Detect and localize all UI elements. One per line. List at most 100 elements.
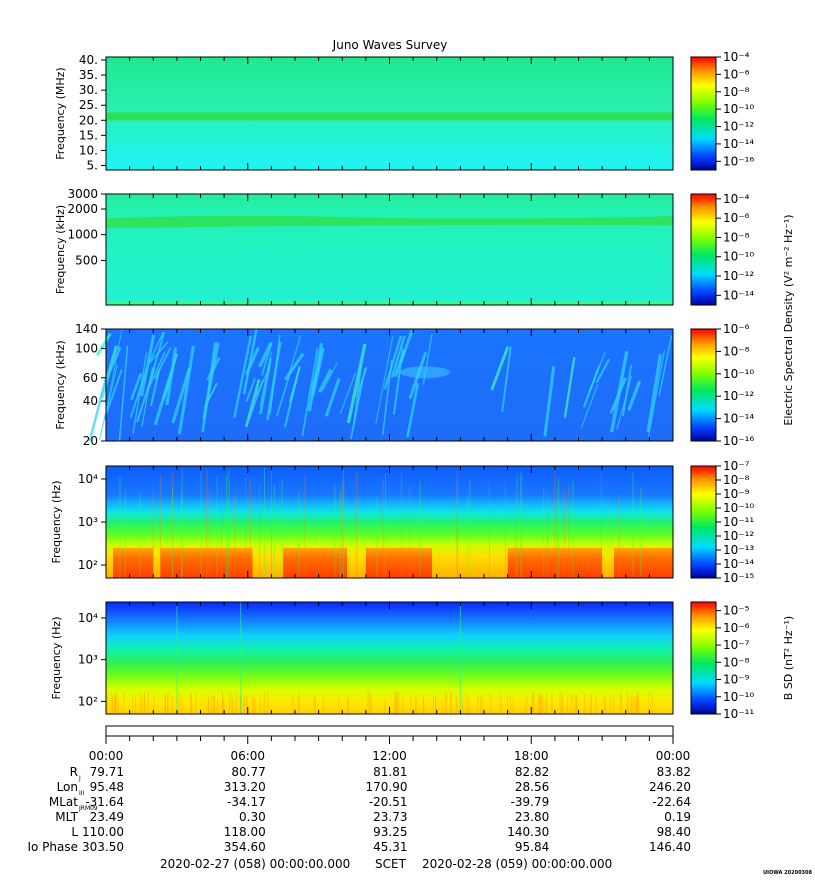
y-tick-label: 10⁴ (78, 611, 98, 625)
colorbar (690, 56, 717, 171)
burst-streak (353, 354, 364, 425)
colorbar-tick-label: 10⁻⁴ (723, 192, 750, 206)
intensity-block (283, 547, 347, 578)
burst-streak (349, 368, 366, 440)
ephemeris-value: 80.77 (231, 765, 265, 779)
time-axis-frame (105, 725, 674, 737)
colorbar-tick-label: 10⁻⁸ (723, 230, 750, 244)
y-axis-label: Frequency (MHz) (54, 67, 67, 159)
intensity-block (507, 547, 603, 578)
burst-streak (103, 369, 123, 421)
burst-streak (595, 358, 611, 384)
colorbar-tick-label: 10⁻⁶ (723, 211, 750, 225)
y-axis-label: Frequency (kHz) (54, 205, 67, 294)
y-tick-label: 35. (79, 68, 98, 82)
ephemeris-value: 170.90 (366, 780, 408, 794)
burst-streak (148, 352, 166, 389)
burst-streak (148, 332, 164, 365)
colorbar-tick-label: 10⁻⁹ (723, 487, 750, 501)
colorbar-tick-label: 10⁻⁶ (723, 621, 750, 635)
colorbar-tick-label: 10⁻⁸ (723, 85, 750, 99)
ephemeris-value: 98.40 (657, 825, 691, 839)
burst-streak (563, 356, 576, 418)
ephemeris-value: 313.20 (224, 780, 266, 794)
panel-p5: 10² 10³ 10⁴ Frequency (Hz) 10⁻⁵ 10⁻⁶ 10⁻⁷ 10⁻⁸ 1… (50, 601, 795, 721)
ephemeris-value: 23.73 (373, 810, 407, 824)
burst-streak (283, 352, 305, 381)
time-tick-label: 00:00 (89, 749, 124, 763)
burst-streak (609, 350, 629, 433)
colorbar-tick-label: 10⁻¹² (723, 389, 754, 403)
ephemeris-label: MLat (49, 795, 78, 809)
burst-streak (543, 365, 556, 437)
burst-streak (98, 364, 118, 440)
colorbar-tick-label: 10⁻⁶ (723, 322, 750, 336)
y-tick-label: 1000 (67, 228, 98, 242)
colorbar-tick-label: 10⁻¹⁴ (723, 557, 754, 571)
emission-band (106, 215, 673, 229)
time-tick-label: 00:00 (656, 749, 691, 763)
emission-patch (399, 366, 450, 379)
colorbar-label: B SD (nT² Hz⁻¹) (782, 616, 795, 700)
colorbar-tick-label: 10⁻¹² (723, 120, 754, 134)
y-tick-label: 20 (83, 434, 98, 448)
burst-streak (130, 372, 143, 401)
ephemeris-value: 118.00 (224, 825, 266, 839)
colorbar-tick-label: 10⁻¹⁶ (723, 434, 754, 448)
colorbar-tick-label: 10⁻⁸ (723, 344, 750, 358)
version-stamp: UIOWA 20200308 (763, 870, 812, 876)
burst-streak (283, 378, 298, 428)
ephemeris-value: 28.56 (515, 780, 549, 794)
colorbar-tick-label: 10⁻¹⁴ (723, 288, 754, 302)
ephemeris-label: L (71, 825, 78, 839)
y-axis-label: Frequency (kHz) (54, 340, 67, 429)
burst-streak (301, 347, 319, 437)
burst-streak (339, 372, 357, 414)
intensity-block (113, 547, 154, 578)
colorbar-tick-label: 10⁻¹³ (723, 543, 754, 557)
colorbar-tick-label: 10⁻⁵ (723, 604, 750, 618)
burst-streak (259, 357, 272, 415)
ephemeris-value: 0.19 (664, 810, 691, 824)
colorbar-tick-label: 10⁻⁸ (723, 473, 750, 487)
panel-p3: 20 40 60 100 140 Frequency (kHz) 10⁻⁶ 10⁻⁸ 10⁻¹⁰… (54, 322, 754, 448)
burst-streak (627, 380, 642, 411)
burst-streak (242, 328, 258, 395)
panel-p4: 10² 10³ 10⁴ Frequency (Hz) 10⁻⁷10⁻⁸10⁻⁹10⁻¹⁰… (50, 459, 754, 585)
ephemeris-value: 82.82 (515, 765, 549, 779)
spectrogram-panels: 5.10.15.20.25.30.35.40. Frequency (MHz) 10… (50, 50, 795, 721)
burst-streak (258, 341, 273, 368)
y-tick-label: 30. (79, 83, 98, 97)
burst-streak (140, 334, 156, 397)
burst-streak (233, 335, 252, 419)
ephemeris-value: -31.64 (85, 795, 124, 809)
time-tick-label: 18:00 (514, 749, 549, 763)
chart-title: Juno Waves Survey (332, 38, 448, 52)
colorbar-tick-label: 10⁻¹² (723, 269, 754, 283)
burst-streak (149, 369, 161, 407)
colorbar-tick-label: 10⁻⁹ (723, 673, 750, 687)
colorbar-label: Electric Spectral Density (V² m⁻² Hz⁻¹) (782, 214, 795, 425)
ephemeris-value: 246.20 (649, 780, 691, 794)
colorbar-tick-label: 10⁻¹¹ (723, 515, 754, 529)
colorbar-tick-label: 10⁻⁷ (723, 459, 750, 473)
burst-streak (390, 335, 406, 378)
colorbar-tick-label: 10⁻¹¹ (723, 707, 754, 721)
burst-streak (118, 345, 129, 441)
y-tick-label: 100 (75, 341, 98, 355)
time-tick-label: 06:00 (230, 749, 265, 763)
ephemeris-value: 146.40 (649, 840, 691, 854)
footer-end-time: 2020-02-28 (059) 00:00:00.000 (422, 857, 612, 871)
y-tick-label: 2000 (67, 202, 98, 216)
burst-streak (108, 346, 122, 372)
burst-streak (165, 347, 178, 406)
colorbar-tick-label: 10⁻¹⁰ (723, 501, 754, 515)
ephemeris-value: 110.00 (82, 825, 124, 839)
burst-streak (383, 335, 403, 390)
burst-streak (582, 365, 601, 408)
footer-scet-label: SCET (375, 857, 407, 871)
y-tick-label: 10² (78, 558, 98, 572)
colorbar-tick-label: 10⁻¹⁰ (723, 250, 754, 264)
colorbar-tick-label: 10⁻¹⁵ (723, 571, 754, 585)
y-axis-label: Frequency (Hz) (50, 617, 63, 700)
